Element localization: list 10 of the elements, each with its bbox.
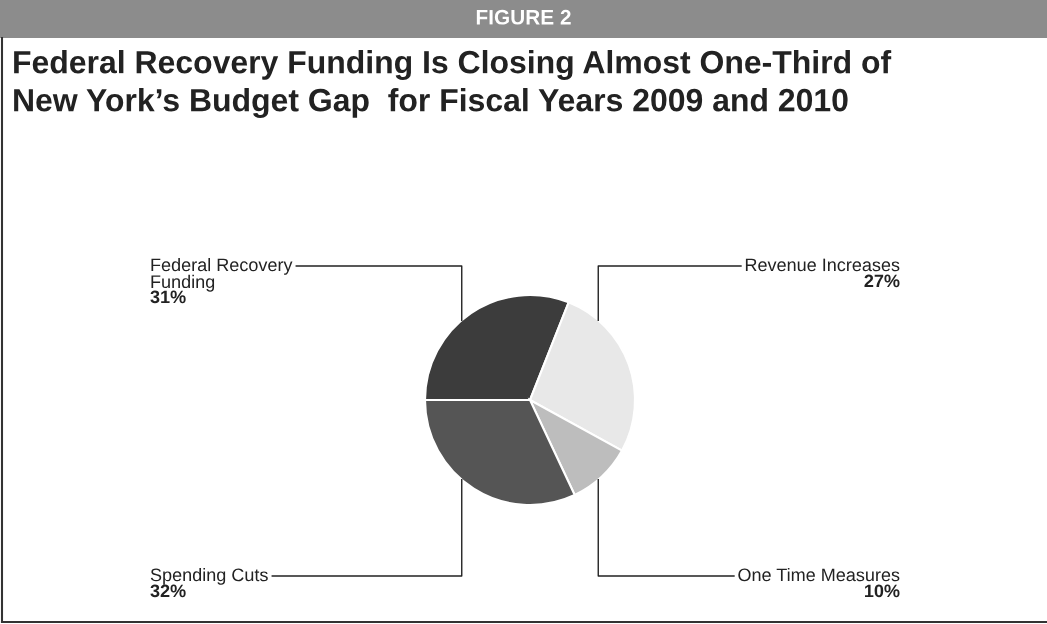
data-label: 10%	[865, 584, 900, 598]
chart-title: Federal Recovery Funding Is Closing Almost One-Third of New York’s Budget Gap for Fiscal Years 2009 and 2010	[14, 50, 892, 118]
slice-label: Spending Cuts	[150, 568, 268, 585]
caption: FIGURE 2	[476, 9, 571, 25]
slice-label: One Time Measures	[738, 568, 900, 582]
slice-label: Revenue Increases	[745, 258, 900, 272]
data-label: 31%	[150, 290, 186, 304]
data-label: 32%	[150, 584, 186, 598]
slice-label: Federal Recovery Funding	[151, 258, 293, 292]
data-label: 27%	[864, 274, 900, 288]
